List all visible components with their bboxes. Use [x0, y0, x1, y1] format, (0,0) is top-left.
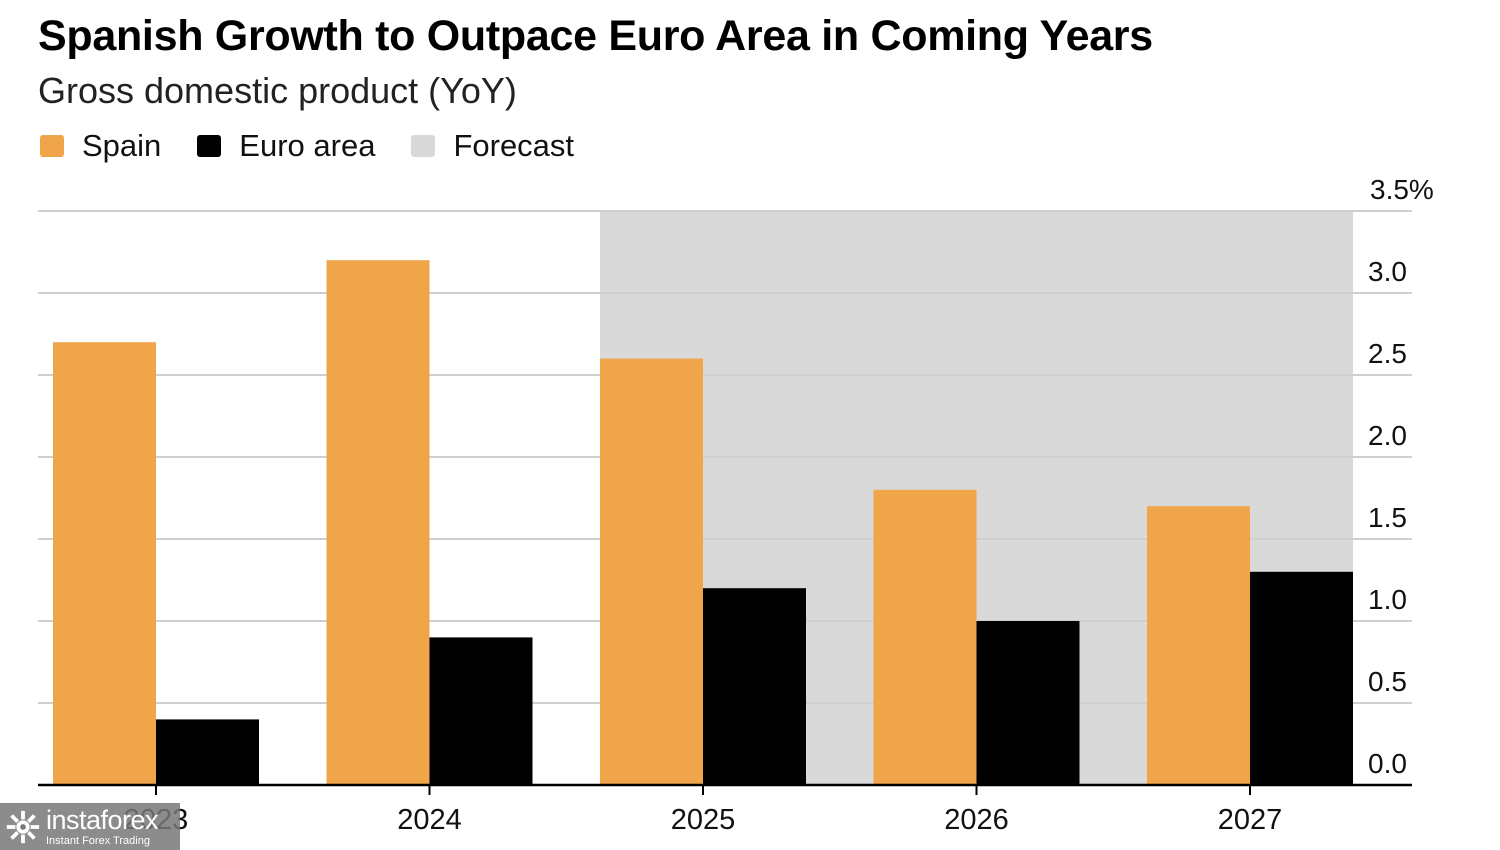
legend-swatch-spain	[40, 135, 64, 157]
watermark-tagline: Instant Forex Trading	[46, 834, 150, 847]
y-tick-label: 0.0	[1368, 748, 1407, 779]
legend-item-spain: Spain	[40, 128, 161, 164]
y-tick-label: 3.0	[1368, 256, 1407, 287]
y-tick-label: 0.5	[1368, 666, 1407, 697]
bar-spain-2026	[873, 489, 977, 785]
legend-item-forecast: Forecast	[411, 128, 574, 164]
legend-label-euro-area: Euro area	[239, 128, 376, 163]
bar-euro-area-2024	[429, 637, 533, 785]
bar-spain-2023	[53, 342, 156, 785]
x-tick-label: 2025	[671, 804, 736, 836]
instaforex-logo-icon	[6, 810, 40, 843]
legend-label-spain: Spain	[82, 128, 162, 163]
x-tick-label: 2024	[397, 804, 462, 836]
y-tick-label: 2.5	[1368, 338, 1407, 369]
chart-subtitle: Gross domestic product (YoY)	[38, 70, 517, 111]
y-tick-label: 2.0	[1368, 420, 1407, 451]
legend-swatch-forecast	[411, 135, 436, 157]
legend: Spain Euro area Forecast	[40, 128, 610, 164]
bar-spain-2027	[1147, 506, 1250, 785]
legend-swatch-euro-area	[197, 135, 222, 157]
watermark-brand: instaforex	[46, 804, 159, 835]
bar-spain-2025	[600, 358, 703, 785]
chart-title: Spanish Growth to Outpace Euro Area in C…	[38, 12, 1153, 60]
x-tick-label: 2026	[944, 804, 1009, 836]
bar-euro-area-2027	[1250, 571, 1353, 785]
x-tick-label: 2027	[1218, 804, 1283, 836]
y-tick-label: 1.0	[1368, 584, 1407, 615]
y-tick-label: 1.5	[1368, 502, 1407, 533]
legend-item-euro-area: Euro area	[197, 128, 375, 164]
watermark: instaforex Instant Forex Trading	[0, 803, 180, 850]
bar-euro-area-2023	[156, 719, 259, 785]
bar-spain-2024	[326, 260, 430, 785]
legend-label-forecast: Forecast	[453, 128, 575, 163]
y-tick-label: 3.5%	[1370, 174, 1434, 205]
bar-euro-area-2026	[976, 621, 1080, 785]
bar-euro-area-2025	[703, 588, 806, 785]
